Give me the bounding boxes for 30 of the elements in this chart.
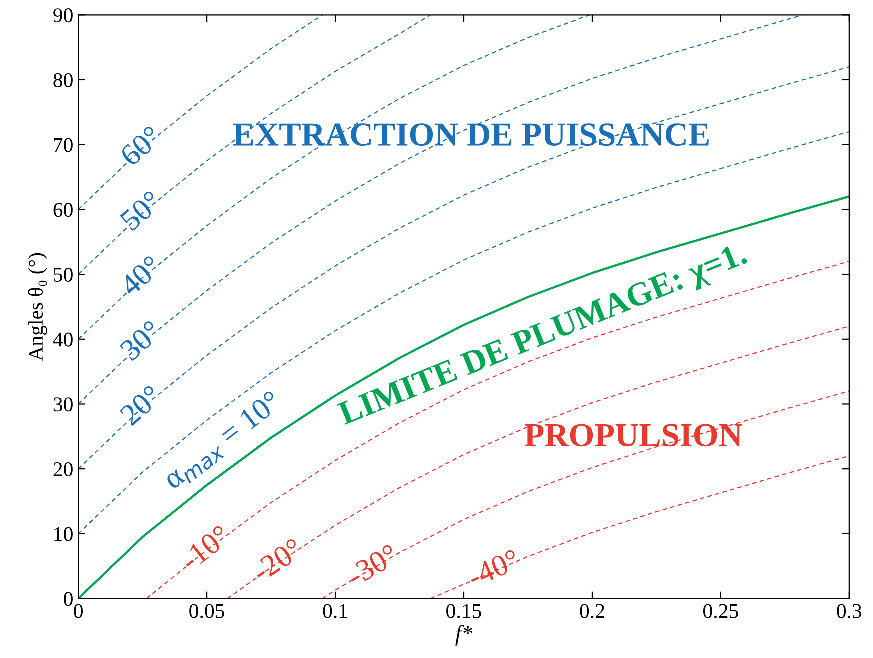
x-tick-label: 0.15	[446, 604, 482, 618]
annotation: 50°	[120, 190, 163, 232]
x-tick-label: 0.3	[837, 604, 862, 618]
y-tick-label: 0	[64, 592, 73, 606]
annotation: 60°	[119, 125, 163, 168]
x-tick-label: 0	[74, 604, 83, 618]
y-tick-label: 80	[54, 73, 73, 88]
y-tick-label: 70	[54, 138, 73, 152]
annotation: -10°	[179, 524, 232, 572]
y-tick-label: 10	[54, 527, 73, 542]
annotation: 20°	[119, 384, 163, 426]
y-tick-label: 20	[54, 462, 73, 477]
y-tick-label: 90	[54, 8, 73, 23]
annotation: α$_{max}$ = 10°	[162, 390, 286, 494]
y-tick-label: 40	[53, 332, 73, 347]
x-tick-label: 0.2	[580, 604, 604, 618]
annotation: 30°	[119, 320, 163, 362]
annotation: -30°	[346, 544, 400, 588]
y-tick-label: 30	[54, 398, 73, 412]
annotation: -20°	[250, 538, 304, 583]
y-tick-label: 60	[54, 203, 73, 218]
x-tick-label: 0.05	[190, 604, 224, 618]
annotation: -40°	[466, 549, 521, 588]
x-tick-label: 0.25	[704, 604, 738, 618]
line-series	[430, 456, 850, 599]
x-axis-title: f*	[456, 625, 473, 646]
x-tick-label: 0.1	[323, 604, 348, 618]
y-tick-label: 50	[54, 268, 73, 282]
annotation: 40°	[118, 254, 163, 298]
y-axis-title: Angles θ₀ (°)	[28, 253, 48, 362]
